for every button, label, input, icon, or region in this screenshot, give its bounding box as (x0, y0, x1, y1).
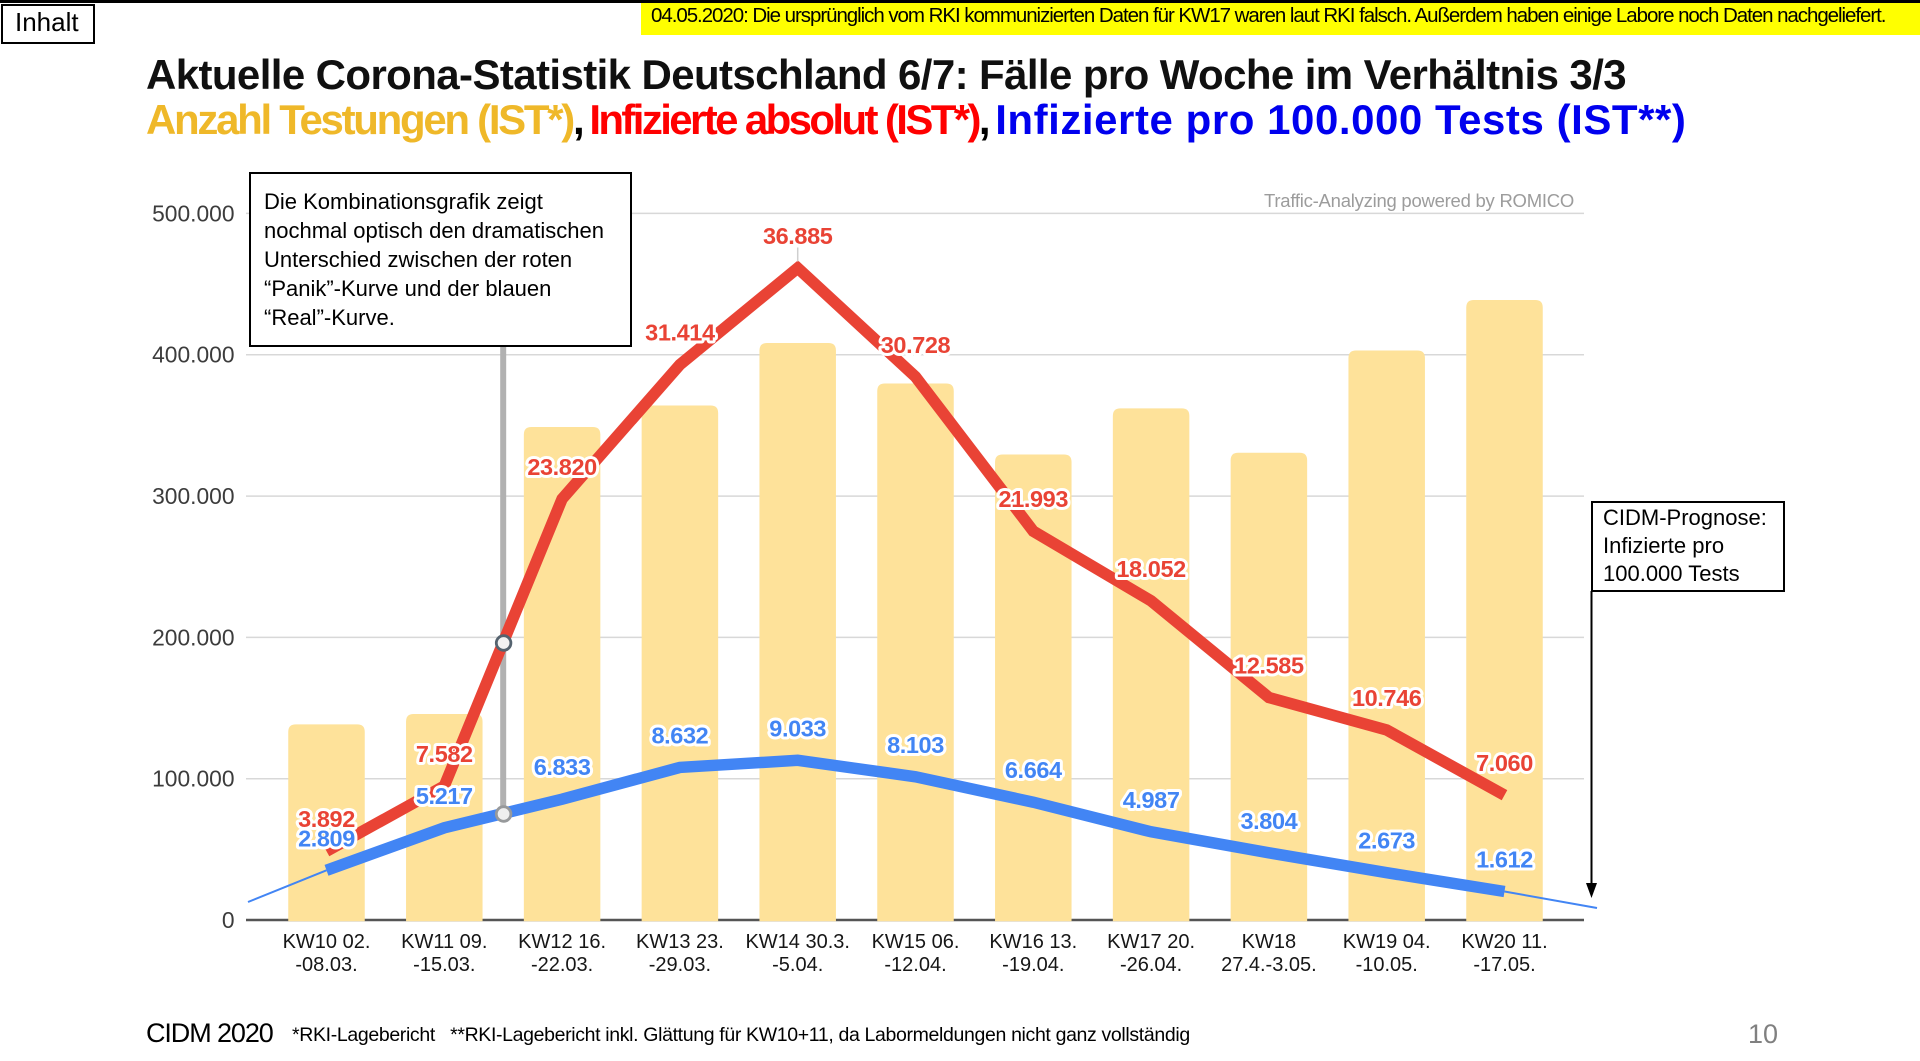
svg-text:KW16 13.: KW16 13. (989, 931, 1077, 953)
svg-text:KW18: KW18 (1242, 931, 1296, 953)
svg-text:KW12 16.: KW12 16. (518, 931, 606, 953)
svg-text:3.892: 3.892 (298, 806, 355, 832)
svg-text:-22.03.: -22.03. (531, 954, 593, 976)
svg-text:400.000: 400.000 (152, 342, 234, 368)
svg-text:5.217: 5.217 (416, 783, 473, 809)
svg-text:100.000: 100.000 (152, 766, 234, 792)
svg-text:23.820: 23.820 (527, 454, 597, 480)
svg-text:8.632: 8.632 (651, 722, 708, 748)
svg-text:200.000: 200.000 (152, 624, 234, 650)
svg-text:Traffic-Analyzing powered by R: Traffic-Analyzing powered by ROMICO (1264, 190, 1574, 211)
svg-text:500.000: 500.000 (152, 200, 234, 226)
svg-text:4.987: 4.987 (1123, 787, 1180, 813)
svg-text:8.103: 8.103 (887, 732, 944, 758)
svg-text:-10.05.: -10.05. (1356, 954, 1418, 976)
svg-text:-15.03.: -15.03. (413, 954, 475, 976)
svg-text:-5.04.: -5.04. (772, 954, 823, 976)
svg-text:6.664: 6.664 (1005, 757, 1062, 783)
svg-text:KW13 23.: KW13 23. (636, 931, 724, 953)
svg-text:3.804: 3.804 (1240, 808, 1297, 834)
svg-text:7.582: 7.582 (416, 741, 473, 767)
svg-text:12.585: 12.585 (1234, 653, 1304, 679)
svg-text:31.414: 31.414 (645, 320, 715, 346)
svg-text:21.993: 21.993 (999, 486, 1069, 512)
svg-text:KW20 11.: KW20 11. (1461, 931, 1547, 953)
svg-text:KW15 06.: KW15 06. (872, 931, 960, 953)
svg-text:30.728: 30.728 (881, 332, 951, 358)
svg-text:2.673: 2.673 (1358, 828, 1415, 854)
svg-text:-19.04.: -19.04. (1002, 954, 1064, 976)
svg-text:1.612: 1.612 (1476, 847, 1533, 873)
svg-text:6.833: 6.833 (534, 754, 591, 780)
svg-text:300.000: 300.000 (152, 483, 234, 509)
svg-text:27.4.-3.05.: 27.4.-3.05. (1221, 954, 1317, 976)
svg-text:7.060: 7.060 (1476, 750, 1533, 776)
svg-text:-08.03.: -08.03. (295, 954, 357, 976)
svg-text:10.746: 10.746 (1352, 685, 1422, 711)
svg-text:-26.04.: -26.04. (1120, 954, 1182, 976)
svg-text:18.052: 18.052 (1116, 556, 1186, 582)
svg-text:-17.05.: -17.05. (1473, 954, 1535, 976)
svg-text:KW14 30.3.: KW14 30.3. (745, 931, 850, 953)
svg-text:KW10 02.: KW10 02. (283, 931, 371, 953)
svg-text:2.809: 2.809 (298, 825, 355, 851)
svg-text:KW19 04.: KW19 04. (1343, 931, 1431, 953)
svg-text:KW17 20.: KW17 20. (1107, 931, 1195, 953)
svg-text:-12.04.: -12.04. (884, 954, 946, 976)
svg-text:0: 0 (222, 907, 235, 933)
svg-text:KW11 09.: KW11 09. (401, 931, 487, 953)
svg-text:36.885: 36.885 (763, 223, 833, 249)
svg-text:9.033: 9.033 (769, 715, 826, 741)
svg-text:-29.03.: -29.03. (649, 954, 711, 976)
